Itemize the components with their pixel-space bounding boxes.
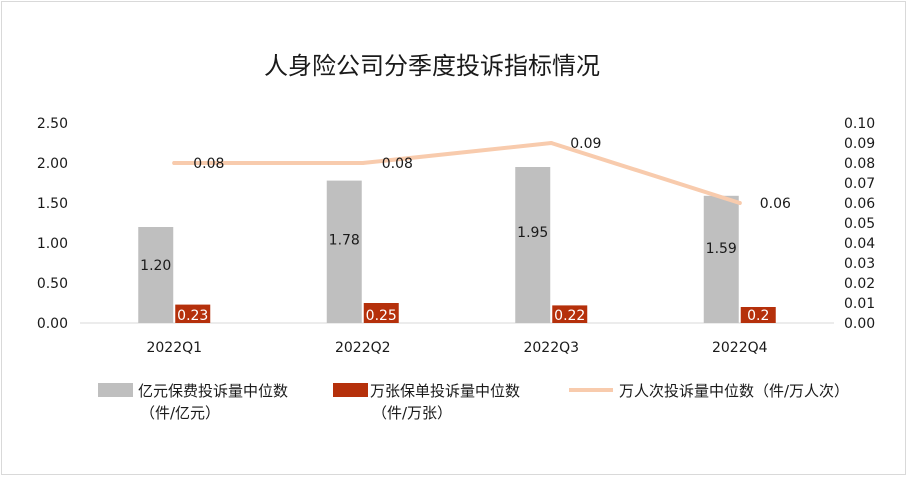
legend-swatch: [98, 383, 133, 397]
y-left-tick-label: 0.50: [37, 276, 68, 292]
line-point: [360, 161, 365, 165]
line-data-label: 0.08: [382, 156, 413, 172]
y-right-tick-label: 0.03: [844, 256, 875, 272]
bar-data-label: 0.22: [554, 308, 585, 324]
y-left-tick-label: 1.00: [37, 236, 68, 252]
x-tick-label: 2022Q4: [712, 340, 768, 356]
bar: [515, 167, 551, 323]
legend-label: 万人次投诉量中位数（件/万人次）: [619, 382, 849, 400]
x-tick-label: 2022Q1: [146, 340, 202, 356]
series-line: [172, 141, 742, 205]
y-left-tick-label: 0.00: [37, 316, 68, 332]
data-labels: 1.20 0.23 1.78 0.25 1.95 0.22 1.59 0.2 0.08 0.08 0…: [140, 136, 791, 324]
bar-data-label: 1.78: [329, 233, 360, 249]
line-marks: [172, 141, 742, 205]
y-right-tick-label: 0.08: [844, 156, 875, 172]
y-left-tick-label: 2.00: [37, 156, 68, 172]
line-data-label: 0.06: [760, 196, 791, 212]
y-right-tick-label: 0.07: [844, 176, 875, 192]
line-point: [172, 161, 177, 165]
axes: 0.00 0.50 1.00 1.50 2.00 2.50 0.00 0.01 0.02 0.03…: [37, 116, 875, 356]
legend-swatch: [333, 383, 368, 397]
legend-label: （件/亿元）: [140, 404, 220, 422]
bar-data-label: 0.23: [177, 308, 208, 324]
legend-label: 万张保单投诉量中位数: [370, 382, 520, 400]
bar: [740, 307, 776, 323]
bar: [326, 180, 362, 323]
y-left-tick-label: 2.50: [37, 116, 68, 132]
bar: [138, 227, 174, 323]
y-right-tick-label: 0.00: [844, 316, 875, 332]
legend-label: （件/万张）: [372, 404, 452, 422]
line-point: [737, 201, 742, 205]
y-right-tick-label: 0.05: [844, 216, 875, 232]
y-right-tick-label: 0.10: [844, 116, 875, 132]
y-right-tick-label: 0.01: [844, 296, 875, 312]
bar-data-label: 0.25: [366, 308, 397, 324]
bar-data-label: 0.2: [747, 308, 769, 324]
bar-data-label: 1.95: [517, 225, 548, 241]
y-right-tick-label: 0.06: [844, 196, 875, 212]
x-tick-label: 2022Q2: [335, 340, 391, 356]
bar-data-label: 1.59: [706, 241, 737, 257]
y-right-tick-label: 0.02: [844, 276, 875, 292]
legend-label: 亿元保费投诉量中位数: [138, 382, 288, 400]
bar: [703, 195, 739, 323]
line-data-label: 0.08: [193, 156, 224, 172]
line-point: [549, 141, 554, 145]
y-right-tick-label: 0.09: [844, 136, 875, 152]
bar: [552, 305, 588, 323]
bar-data-label: 1.20: [140, 258, 171, 274]
bar-marks: [138, 167, 776, 323]
y-left-tick-label: 1.50: [37, 196, 68, 212]
bar: [363, 303, 399, 323]
bar: [175, 304, 211, 323]
y-right-tick-label: 0.04: [844, 236, 875, 252]
chart-title: 人身险公司分季度投诉指标情况: [264, 52, 600, 80]
line-data-label: 0.09: [570, 136, 601, 152]
x-tick-label: 2022Q3: [523, 340, 579, 356]
legend: 亿元保费投诉量中位数 （件/亿元） 万张保单投诉量中位数 （件/万张） 万人次投诉量中位…: [98, 382, 849, 422]
